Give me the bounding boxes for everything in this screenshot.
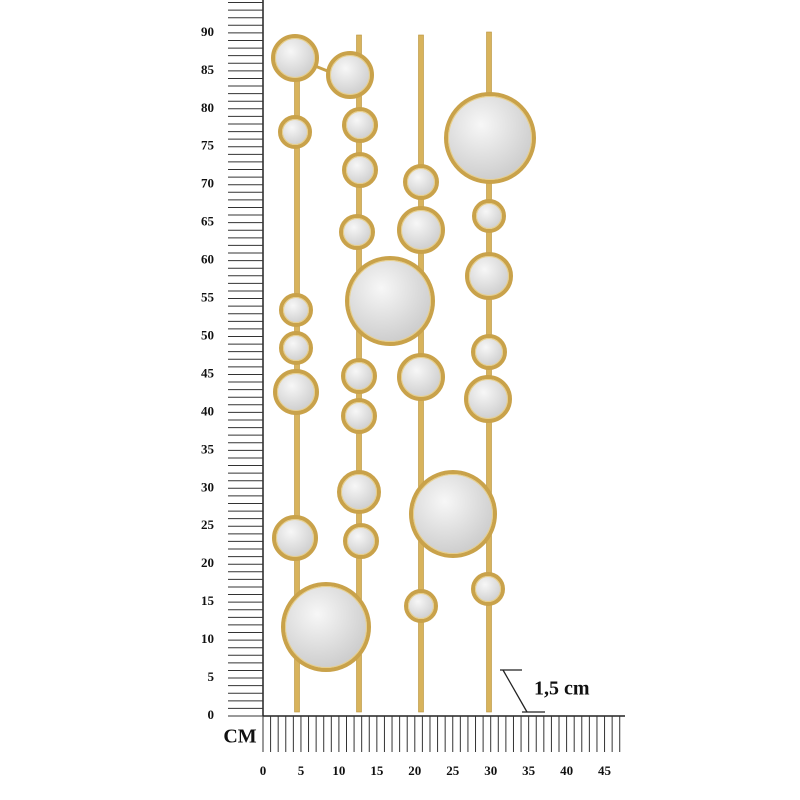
vertical-tick-label: 70: [201, 176, 214, 191]
vertical-tick-label: 50: [201, 327, 214, 342]
mirror-frame-inner: [475, 576, 501, 602]
horizontal-tick-label: 10: [332, 763, 345, 778]
mirror-frame-inner: [275, 38, 315, 78]
vertical-tick-label: 5: [208, 669, 215, 684]
mirror-frame-inner: [346, 156, 374, 184]
mirror-frame: [397, 353, 445, 401]
mirror-frame: [279, 331, 313, 365]
mirror-frame: [345, 256, 435, 346]
mirror-frame-inner: [475, 338, 503, 366]
mirror-frame: [472, 199, 506, 233]
mirror-frame: [272, 515, 318, 561]
mirror-frame-inner: [401, 210, 441, 250]
mirror-frame-inner: [407, 168, 435, 196]
vertical-tick-label: 85: [201, 62, 215, 77]
mirror-frame-inner: [277, 373, 315, 411]
mirror-frame-inner: [448, 96, 532, 180]
mirror-frame: [397, 206, 445, 254]
vertical-tick-label: 65: [201, 214, 215, 229]
horizontal-tick-label: 5: [298, 763, 305, 778]
mirror-frame: [409, 470, 497, 558]
mirror-frame: [444, 92, 536, 184]
mirror-frame: [279, 293, 313, 327]
vertical-tick-label: 25: [201, 517, 215, 532]
horizontal-tick-label: 0: [260, 763, 267, 778]
mirror-frame: [339, 214, 375, 250]
horizontal-tick-label: 25: [446, 763, 460, 778]
mirror-frame: [271, 34, 319, 82]
mirror-frame: [337, 470, 381, 514]
mirror-frame-inner: [285, 586, 367, 668]
mirror-frame-inner: [282, 119, 308, 145]
mirror-frame: [464, 375, 512, 423]
mirror-frame: [278, 115, 312, 149]
vertical-tick-label: 20: [201, 555, 214, 570]
mirror-frame-inner: [346, 111, 374, 139]
mirror-frame-inner: [330, 55, 370, 95]
mirror-frame-inner: [343, 218, 371, 246]
vertical-tick-label: 40: [201, 403, 214, 418]
vertical-tick-label: 80: [201, 100, 214, 115]
vertical-tick-label: 60: [201, 252, 214, 267]
horizontal-tick-label: 30: [484, 763, 497, 778]
mirror-frame: [273, 369, 319, 415]
mirror-frame-inner: [476, 203, 502, 229]
vertical-tick-label: 35: [201, 441, 215, 456]
mirror-frame-inner: [341, 474, 377, 510]
mirror-frame-inner: [469, 256, 509, 296]
mirror-frame: [281, 582, 371, 672]
mirror-frame-inner: [276, 519, 314, 557]
horizontal-tick-label: 15: [370, 763, 384, 778]
mirrors: [271, 34, 536, 672]
horizontal-tick-label: 20: [408, 763, 421, 778]
mirror-frame: [471, 572, 505, 606]
thickness-label: 1,5 cm: [534, 678, 590, 700]
vertical-tick-label: 10: [201, 631, 214, 646]
mirror-frame-inner: [408, 593, 434, 619]
vertical-tick-label: 75: [201, 138, 215, 153]
horizontal-tick-label: 35: [522, 763, 536, 778]
mirror-frame: [343, 523, 379, 559]
rod: [486, 31, 492, 713]
unit-label: CM: [223, 726, 256, 748]
mirror-frame-inner: [413, 474, 493, 554]
thickness-callout: 1,5 cm: [500, 669, 590, 713]
horizontal-tick-label: 45: [598, 763, 612, 778]
mirror-frame: [342, 107, 378, 143]
mirror-frame: [403, 164, 439, 200]
mirror-frame-inner: [347, 527, 375, 555]
vertical-tick-label: 55: [201, 290, 215, 305]
mirror-frame: [341, 398, 377, 434]
mirror-frame: [342, 152, 378, 188]
mirror-frame-inner: [345, 402, 373, 430]
vertical-tick-label: 45: [201, 365, 215, 380]
mirror-frame-inner: [349, 260, 431, 342]
vertical-tick-label: 30: [201, 479, 214, 494]
mirror-frame: [404, 589, 438, 623]
mirror-frame-inner: [401, 357, 441, 397]
mirror-frame-inner: [283, 335, 309, 361]
mirror-frame: [471, 334, 507, 370]
mirror-frame-inner: [345, 362, 373, 390]
mirror-frame-inner: [283, 297, 309, 323]
horizontal-tick-label: 40: [560, 763, 573, 778]
mirror-frame: [341, 358, 377, 394]
mirror-frame: [326, 51, 374, 99]
vertical-tick-label: 15: [201, 593, 215, 608]
ruler: [228, 0, 625, 752]
vertical-tick-label: 0: [208, 707, 215, 722]
mirror-frame: [465, 252, 513, 300]
vertical-tick-label: 90: [201, 24, 214, 39]
mirror-frame-inner: [468, 379, 508, 419]
